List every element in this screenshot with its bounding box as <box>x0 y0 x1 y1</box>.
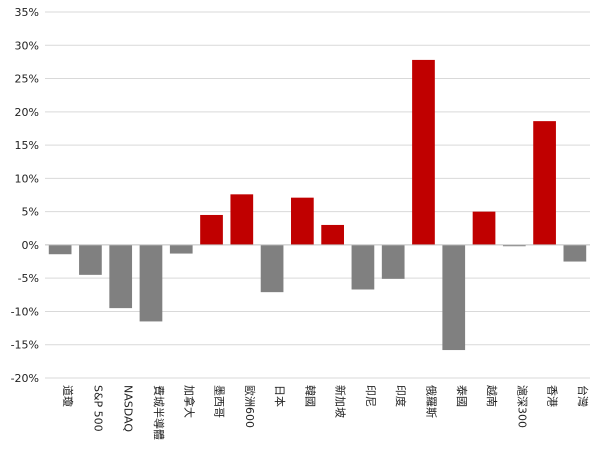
x-category-label: 泰國 <box>455 385 469 407</box>
x-category-label: 印度 <box>394 385 408 407</box>
x-category-label: NASDAQ <box>122 385 135 432</box>
y-tick-label: 0% <box>22 239 39 252</box>
x-category-label: 費城半導體 <box>152 385 166 440</box>
bar <box>260 244 284 293</box>
bar <box>502 244 526 247</box>
bar <box>109 244 133 309</box>
bar <box>321 224 344 245</box>
x-axis-category-labels: 道瓊 S&P 500 NASDAQ 費城半導體 加拿大 墨西哥 歐洲600 日本 韓國 新加坡 印尼… <box>61 385 590 440</box>
y-tick-label: -20% <box>11 372 39 385</box>
x-category-label: 越南 <box>485 385 499 407</box>
y-tick-label: 10% <box>15 172 39 185</box>
bar <box>200 214 223 245</box>
bars <box>48 59 587 351</box>
x-category-label: 新加坡 <box>334 385 348 418</box>
x-category-label: 香港 <box>546 385 559 407</box>
y-tick-label: 35% <box>15 6 39 19</box>
bar <box>169 244 193 254</box>
bar <box>412 59 435 245</box>
x-category-label: 滬深300 <box>515 385 529 428</box>
bar <box>351 244 375 290</box>
bar <box>291 197 314 245</box>
x-category-label: S&P 500 <box>91 385 104 432</box>
y-tick-label: 15% <box>15 139 39 152</box>
bar <box>381 244 405 279</box>
y-tick-label: 20% <box>15 106 39 119</box>
x-category-label: 俄羅斯 <box>424 385 437 418</box>
y-axis-tick-labels: -20% -15% -10% -5% 0% 5% 10% 15% 20% 25% 30% 35% <box>11 6 39 385</box>
x-category-label: 韓國 <box>303 385 316 407</box>
bar <box>533 121 556 245</box>
bar <box>230 194 254 245</box>
y-tick-label: 30% <box>15 39 39 52</box>
y-tick-label: 5% <box>22 206 39 219</box>
x-category-label: 印尼 <box>364 385 377 407</box>
x-category-label: 台灣 <box>576 385 590 407</box>
bar <box>79 244 102 275</box>
x-category-label: 歐洲600 <box>243 385 257 428</box>
gridlines <box>45 11 590 379</box>
x-category-label: 日本 <box>273 385 287 407</box>
x-category-label: 加拿大 <box>182 385 196 418</box>
y-tick-label: -10% <box>11 305 39 318</box>
x-category-label: 墨西哥 <box>213 385 226 418</box>
x-category-label: 道瓊 <box>61 385 75 407</box>
bar <box>48 244 72 255</box>
bar <box>472 211 496 245</box>
y-tick-label: -5% <box>18 272 39 285</box>
bar <box>139 244 163 322</box>
bar <box>563 244 587 262</box>
y-tick-label: 25% <box>15 73 39 86</box>
bar <box>442 244 466 351</box>
y-tick-label: -15% <box>11 339 39 352</box>
